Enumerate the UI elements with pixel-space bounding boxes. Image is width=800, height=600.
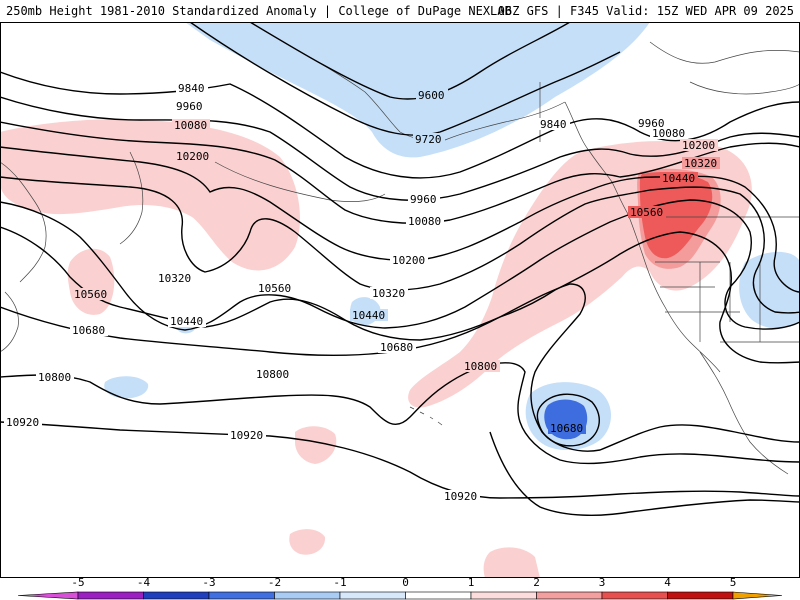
label-10320-east: 10320 (684, 157, 717, 170)
label-10320-west: 10320 (158, 272, 191, 285)
label-10200-central: 10200 (392, 254, 425, 267)
colorbar-tick-label: -3 (202, 576, 215, 589)
label-10680-cutoff-low: 10680 (550, 422, 583, 435)
hawaii-islands (409, 406, 443, 426)
contour-10680 (0, 283, 800, 452)
positive-anomaly-northwest-pacific (0, 119, 300, 271)
contour-10920-south (489, 431, 800, 516)
anomaly-colorbar: -5 -4 -3 -2 -1 0 1 2 3 4 5 (17, 576, 783, 600)
label-10920-west: 10920 (6, 416, 39, 429)
colorbar-segment (405, 591, 472, 600)
label-9960-central: 9960 (410, 193, 437, 206)
colorbar-segment (208, 591, 275, 600)
label-10680-central: 10680 (380, 341, 413, 354)
colorbar-tick-label: 3 (599, 576, 606, 589)
positive-anomaly-south (289, 529, 326, 555)
coastline-aleutians (214, 161, 386, 202)
label-10680-west: 10680 (72, 324, 105, 337)
label-9840-east: 9840 (540, 118, 567, 131)
contour-10440 (0, 199, 800, 331)
colorbar-segment (77, 591, 144, 600)
contour-10560 (0, 226, 800, 364)
label-10920-south: 10920 (444, 490, 477, 503)
contour-10200 (0, 146, 800, 293)
colorbar-tick-label: -1 (333, 576, 346, 589)
label-10080-west: 10080 (174, 119, 207, 132)
contour-10320 (0, 176, 800, 314)
label-9840-west: 9840 (178, 82, 205, 95)
label-10800-central: 10800 (256, 368, 289, 381)
contour-10800 (0, 362, 800, 465)
colorbar-segment (274, 591, 341, 600)
label-10560-west: 10560 (74, 288, 107, 301)
negative-anomaly-southwest-us (739, 251, 800, 329)
colorbar-tick-label: 1 (468, 576, 475, 589)
contour-10680-low (536, 393, 600, 447)
contour-9720 (189, 22, 621, 136)
colorbar-tick-label: 5 (730, 576, 737, 589)
label-9960-east: 9960 (638, 117, 665, 130)
coastline-hudson (689, 81, 800, 95)
label-10560-east: 10560 (630, 206, 663, 219)
coastline-arctic (649, 41, 800, 64)
label-9600: 9600 (418, 89, 445, 102)
positive-anomaly-hawaii (295, 426, 337, 464)
contour-10920 (0, 421, 800, 499)
colorbar-segment (143, 591, 210, 600)
colorbar-segment (17, 591, 79, 600)
colorbar-tick-label: 2 (533, 576, 540, 589)
label-10440-central: 10440 (352, 309, 385, 322)
height-anomaly-map: 9600 9720 9840 9840 9960 9960 9960 10080… (0, 22, 800, 578)
map-title: 250mb Height 1981-2010 Standardized Anom… (6, 4, 512, 18)
label-10200-east: 10200 (682, 139, 715, 152)
coastline-british-columbia (564, 101, 629, 215)
negative-anomaly-west (104, 376, 149, 399)
model-run-info: 06Z GFS | F345 Valid: 15Z WED APR 09 202… (497, 4, 794, 18)
coastline-us-west (627, 213, 721, 373)
label-10800-west: 10800 (38, 371, 71, 384)
label-10440-west: 10440 (170, 315, 203, 328)
label-9960-west: 9960 (176, 100, 203, 113)
colorbar-segment (470, 591, 537, 600)
coastline-asia (0, 161, 47, 283)
positive-anomaly-southeast (483, 547, 540, 578)
contour-labels: 9600 9720 9840 9840 9960 9960 9960 10080… (4, 82, 720, 503)
label-10800-east: 10800 (464, 360, 497, 373)
coastline-japan (0, 291, 19, 353)
label-10080-east: 10080 (652, 127, 685, 140)
label-10320-central: 10320 (372, 287, 405, 300)
label-9720: 9720 (415, 133, 442, 146)
label-10560-central: 10560 (258, 282, 291, 295)
label-10440-east: 10440 (662, 172, 695, 185)
colorbar-tick-label: -5 (71, 576, 84, 589)
label-10920-central: 10920 (230, 429, 263, 442)
colorbar-segment (536, 591, 603, 600)
colorbar-tick-labels: -5 -4 -3 -2 -1 0 1 2 3 4 5 (71, 576, 736, 589)
colorbar-segment (732, 591, 783, 600)
colorbar-tick-label: 0 (402, 576, 409, 589)
label-10080-central: 10080 (408, 215, 441, 228)
colorbar-tick-label: 4 (664, 576, 671, 589)
map-header: 250mb Height 1981-2010 Standardized Anom… (0, 0, 800, 22)
colorbar-tick-label: -4 (137, 576, 151, 589)
colorbar-segment (601, 591, 668, 600)
colorbar-segment (667, 591, 734, 600)
coastline-baja (699, 351, 789, 475)
anomaly-shading (0, 22, 800, 578)
label-10200-west: 10200 (176, 150, 209, 163)
colorbar-tick-label: -2 (268, 576, 281, 589)
colorbar-segment (339, 591, 406, 600)
colorbar-segments (17, 591, 783, 600)
coastline-kamchatka (119, 151, 144, 245)
